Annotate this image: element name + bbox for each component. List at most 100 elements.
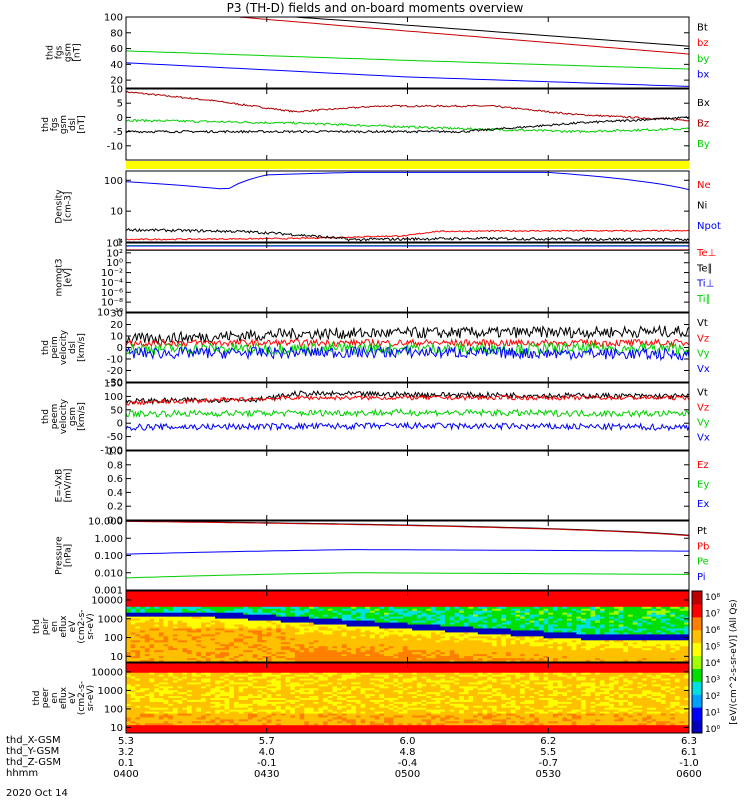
spectrogram-cell — [285, 594, 291, 598]
spectrogram-cell — [290, 658, 296, 661]
spectrogram-cell — [684, 638, 689, 641]
spectrogram-cell — [477, 652, 483, 655]
spectrogram-cell — [548, 591, 554, 594]
spectrogram-cell — [149, 591, 155, 594]
spectrogram-cell — [168, 626, 174, 629]
spectrogram-cell — [280, 652, 286, 655]
spectrogram-cell — [144, 668, 150, 672]
spectrogram-cell — [538, 608, 544, 612]
spectrogram-cell — [163, 596, 169, 600]
spectrogram-cell — [210, 600, 216, 604]
spectrogram-cell — [402, 612, 408, 616]
spectrogram-cell — [219, 660, 225, 662]
spectrogram-cell — [613, 656, 620, 659]
spectrogram-cell — [477, 640, 483, 643]
spectrogram-cell — [355, 650, 361, 653]
spectrogram-cell — [679, 658, 685, 661]
spectrogram-cell — [304, 602, 310, 606]
spectrogram-cell — [604, 632, 610, 635]
spectrogram-cell — [384, 630, 390, 633]
spectrogram-cell — [506, 622, 512, 625]
spectrogram-cell — [632, 638, 638, 641]
spectrogram-cell — [651, 658, 657, 661]
spectrogram-cell — [186, 630, 193, 633]
spectrogram-cell — [224, 648, 230, 651]
spectrogram-cell — [613, 610, 620, 614]
spectrogram-cell — [163, 630, 169, 633]
spectrogram-cell — [341, 652, 347, 655]
spectrogram-cell — [604, 640, 610, 643]
spectrogram-cell — [384, 596, 390, 600]
spectrogram-cell — [543, 654, 549, 657]
spectrogram-cell — [158, 591, 164, 594]
spectrogram-cell — [266, 596, 272, 600]
spectrogram-cell — [595, 616, 601, 620]
spectrogram-cell — [491, 624, 498, 627]
spectrogram-cell — [590, 620, 596, 623]
spectrogram-cell — [130, 634, 136, 637]
spectrogram-cell — [506, 628, 512, 631]
spectrogram-cell — [266, 604, 272, 608]
spectrogram-cell — [557, 600, 563, 604]
spectrogram-cell — [130, 650, 136, 653]
spectrogram-cell — [126, 634, 132, 637]
spectrogram-cell — [445, 596, 451, 600]
spectrogram-cell — [581, 646, 587, 649]
spectrogram-cell — [341, 646, 347, 649]
spectrogram-cell — [374, 598, 380, 602]
spectrogram-cell — [196, 646, 202, 649]
spectrogram-cell — [257, 600, 263, 604]
spectrogram-cell — [632, 594, 638, 598]
spectrogram-cell — [421, 608, 427, 612]
spectrogram-cell — [599, 640, 605, 643]
y-tick-label: 30 — [110, 309, 123, 320]
spectrogram-cell — [412, 591, 418, 594]
spectrogram-cell — [262, 648, 268, 651]
spectrogram-cell — [355, 610, 361, 614]
spectrogram-cell — [158, 682, 164, 685]
spectrogram-cell — [163, 606, 169, 610]
spectrogram-cell — [233, 642, 239, 645]
spectrogram-cell — [388, 648, 394, 651]
spectrogram-cell — [144, 666, 150, 670]
spectrogram-cell — [416, 652, 422, 655]
spectrogram-cell — [646, 618, 652, 621]
spectrogram-cell — [140, 682, 146, 685]
spectrogram-cell — [140, 648, 146, 651]
spectrogram-cell — [130, 648, 136, 651]
spectrogram-cell — [262, 658, 268, 661]
spectrogram-cell — [257, 638, 263, 641]
spectrogram-cell — [604, 620, 610, 623]
spectrogram-cell — [506, 638, 512, 641]
spectrogram-cell — [271, 618, 277, 621]
spectrogram-cell — [130, 630, 136, 633]
y-tick-label: 50 — [110, 405, 123, 416]
spectrogram-cell — [299, 612, 305, 616]
spectrogram-cell — [473, 594, 479, 598]
spectrogram-cell — [290, 624, 296, 627]
spectrogram-cell — [243, 646, 249, 649]
spectrogram-cell — [238, 604, 244, 608]
spectrogram-cell — [182, 628, 188, 631]
spectrogram-cell — [238, 606, 244, 610]
spectrogram-cell — [548, 638, 554, 641]
spectrogram-cell — [557, 632, 563, 635]
spectrogram-cell — [642, 630, 648, 633]
spectrogram-cell — [529, 594, 535, 598]
spectrogram-cell — [430, 658, 437, 661]
spectrogram-cell — [252, 624, 258, 627]
spectrogram-cell — [435, 632, 441, 635]
spectrogram-cell — [426, 624, 432, 627]
spectrogram-cell — [149, 674, 155, 678]
spectrogram-cell — [233, 650, 239, 653]
spectrogram-cell — [172, 650, 179, 653]
spectrogram-cell — [604, 638, 610, 641]
spectrogram-cell — [623, 650, 629, 653]
spectrogram-cell — [360, 592, 366, 596]
spectrogram-cell — [613, 604, 620, 608]
spectrogram-cell — [426, 606, 432, 610]
spectrogram-cell — [421, 634, 427, 637]
spectrogram-cell — [562, 640, 568, 643]
spectrogram-cell — [534, 596, 540, 600]
spectrogram-cell — [280, 592, 286, 596]
